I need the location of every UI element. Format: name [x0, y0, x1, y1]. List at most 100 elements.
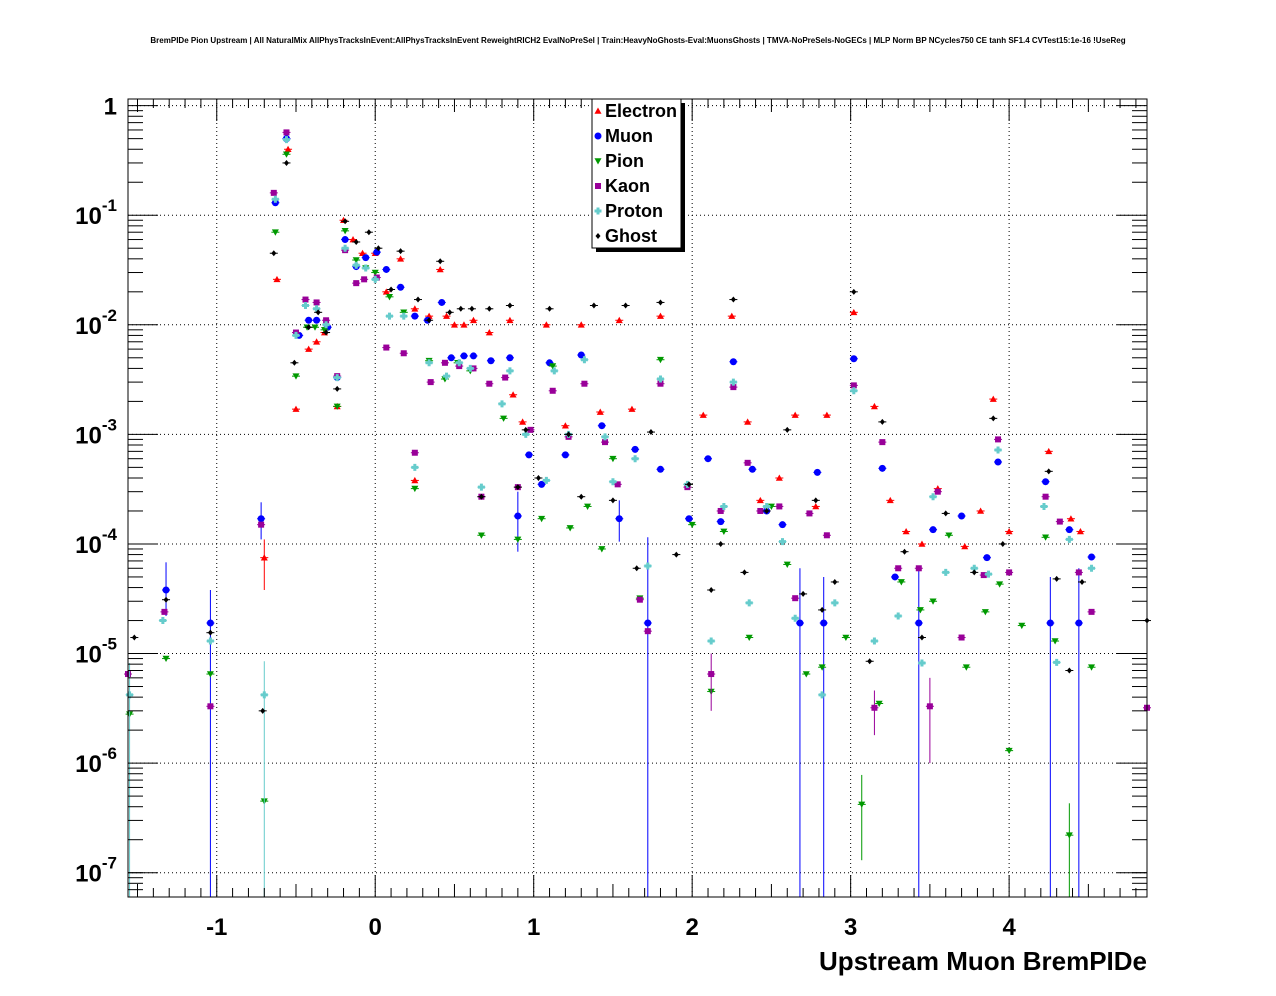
- electron-point: [902, 527, 911, 535]
- electron-marker: [273, 275, 281, 283]
- muon-point: [396, 283, 405, 291]
- electron-point: [577, 321, 586, 328]
- electron-point: [627, 405, 636, 412]
- ghost-marker: [507, 302, 513, 309]
- electron-marker: [382, 288, 390, 295]
- muon-marker: [717, 518, 725, 526]
- muon-point: [813, 468, 822, 476]
- ghost-point: [269, 250, 278, 257]
- ghost-marker: [447, 309, 453, 316]
- proton-marker: [498, 400, 506, 408]
- ghost-marker: [323, 329, 329, 336]
- proton-point: [601, 433, 610, 441]
- muon-marker: [538, 480, 546, 488]
- muon-marker: [983, 554, 991, 562]
- y-tick-mantissa: 10: [75, 751, 102, 778]
- proton-marker: [1065, 535, 1073, 543]
- y-tick-exponent: -7: [102, 854, 117, 873]
- electron-point: [272, 275, 281, 283]
- kaon-marker: [353, 280, 360, 287]
- pion-marker: [688, 521, 696, 529]
- muon-marker: [1046, 619, 1054, 627]
- legend-label-kaon: Kaon: [605, 176, 650, 196]
- muon-point: [524, 451, 533, 459]
- proton-marker: [159, 617, 167, 625]
- kaon-point: [282, 129, 291, 136]
- muon-marker: [729, 358, 737, 366]
- muon-point: [778, 521, 787, 529]
- proton-marker: [985, 570, 993, 578]
- proton-marker: [260, 691, 268, 699]
- kaon-marker: [270, 189, 277, 196]
- kaon-point: [1005, 569, 1014, 576]
- proton-marker: [729, 378, 737, 386]
- proton-point: [352, 261, 361, 269]
- ghost-point: [656, 299, 665, 306]
- electron-marker: [1005, 527, 1013, 535]
- ghost-marker: [353, 238, 359, 245]
- electron-point: [410, 305, 419, 312]
- kaon-marker: [871, 704, 878, 711]
- muon-point: [929, 526, 938, 534]
- muon-marker: [779, 521, 787, 529]
- pion-marker: [858, 801, 866, 808]
- muon-point: [486, 357, 495, 365]
- kaon-point: [878, 439, 887, 446]
- legend-marker-kaon: [595, 183, 601, 189]
- ghost-point: [729, 296, 738, 303]
- kaon-marker: [823, 532, 830, 539]
- muon-marker: [525, 451, 533, 459]
- muon-point: [849, 355, 858, 363]
- electron-marker: [977, 507, 985, 514]
- pion-marker: [477, 532, 485, 539]
- muon-marker: [748, 465, 756, 473]
- kaon-marker: [1075, 569, 1082, 576]
- ghost-point: [414, 296, 423, 303]
- ghost-marker: [867, 658, 873, 665]
- proton-point: [1052, 658, 1061, 666]
- muon-point: [878, 464, 887, 472]
- pion-marker: [371, 269, 379, 277]
- pion-marker: [945, 532, 953, 539]
- pion-marker: [333, 403, 341, 410]
- kaon-marker: [373, 274, 380, 281]
- muon-marker: [1088, 553, 1096, 561]
- proton-marker: [850, 387, 858, 395]
- pion-marker: [538, 515, 546, 523]
- kaon-marker: [717, 507, 724, 514]
- kaon-point: [925, 677, 934, 764]
- proton-marker: [425, 359, 433, 367]
- kaon-point: [1074, 569, 1083, 576]
- kaon-marker: [302, 296, 309, 303]
- kaon-point: [643, 628, 652, 635]
- ghost-point: [799, 590, 808, 597]
- proton-point: [580, 356, 589, 364]
- pion-marker: [929, 598, 937, 605]
- electron-marker: [744, 418, 752, 425]
- pion-point: [513, 536, 522, 543]
- proton-point: [271, 195, 280, 203]
- x-tick-label: 0: [369, 914, 382, 941]
- pion-marker: [549, 363, 557, 370]
- electron-point: [284, 145, 293, 153]
- proton-marker: [522, 430, 530, 438]
- x-tick-label: -1: [206, 914, 227, 941]
- ghost-marker: [398, 248, 404, 255]
- electron-marker: [260, 554, 268, 561]
- pion-point: [719, 528, 728, 535]
- ghost-marker: [764, 507, 770, 514]
- muon-point: [162, 562, 171, 617]
- proton-point: [970, 564, 979, 572]
- electron-marker: [411, 476, 419, 484]
- proton-marker: [271, 195, 279, 203]
- x-tick-label: 1: [527, 914, 540, 941]
- kaon-point: [1055, 518, 1064, 525]
- ghost-point: [830, 578, 839, 585]
- pion-point: [537, 515, 546, 523]
- muon-marker: [313, 316, 321, 324]
- muon-point: [1074, 568, 1083, 897]
- ghost-marker: [708, 587, 714, 594]
- proton-point: [361, 264, 370, 272]
- legend-label-electron: Electron: [605, 101, 677, 121]
